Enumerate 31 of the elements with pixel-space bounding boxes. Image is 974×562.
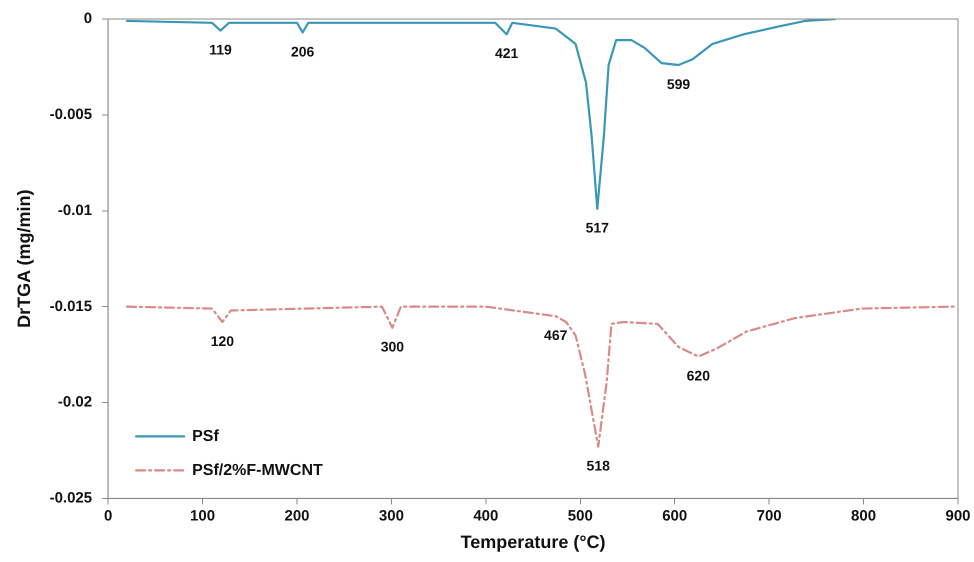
annotation: 620 (686, 367, 710, 384)
annotation: 120 (210, 332, 234, 349)
y-tick-label: -0.025 (50, 490, 92, 507)
annotation: 119 (209, 41, 232, 58)
annotation: 206 (290, 43, 315, 60)
x-tick-label: 0 (104, 508, 112, 525)
x-tick-label: 600 (662, 508, 688, 525)
annotation: 518 (586, 457, 610, 474)
x-axis-title: Temperature (°C) (460, 532, 606, 552)
y-tick-label: 0 (84, 10, 92, 28)
annotation: 467 (544, 327, 568, 344)
y-axis-title: DrTGA (mg/min) (14, 190, 34, 328)
line-series (126, 306, 956, 448)
x-tick-label: 200 (284, 508, 310, 525)
y-tick-label: -0.005 (50, 106, 92, 124)
x-tick-label: 800 (851, 508, 876, 525)
legend-label: PSf (192, 428, 220, 445)
x-tick-label: 500 (568, 508, 593, 525)
legend-label: PSf/2%F-MWCNT (192, 462, 324, 479)
annotation: 300 (380, 338, 404, 355)
x-tick-label: 700 (756, 508, 782, 525)
y-tick-label: -0.01 (58, 202, 92, 219)
y-tick-label: -0.02 (58, 394, 92, 411)
x-tick-label: 400 (473, 508, 498, 525)
annotation: 421 (494, 45, 519, 62)
x-tick-label: 900 (945, 508, 971, 525)
annotation: 517 (586, 220, 610, 236)
annotation: 599 (666, 76, 690, 92)
y-tick-label: -0.015 (50, 298, 92, 315)
x-tick-label: 100 (190, 508, 216, 525)
x-tick-label: 300 (378, 508, 404, 525)
